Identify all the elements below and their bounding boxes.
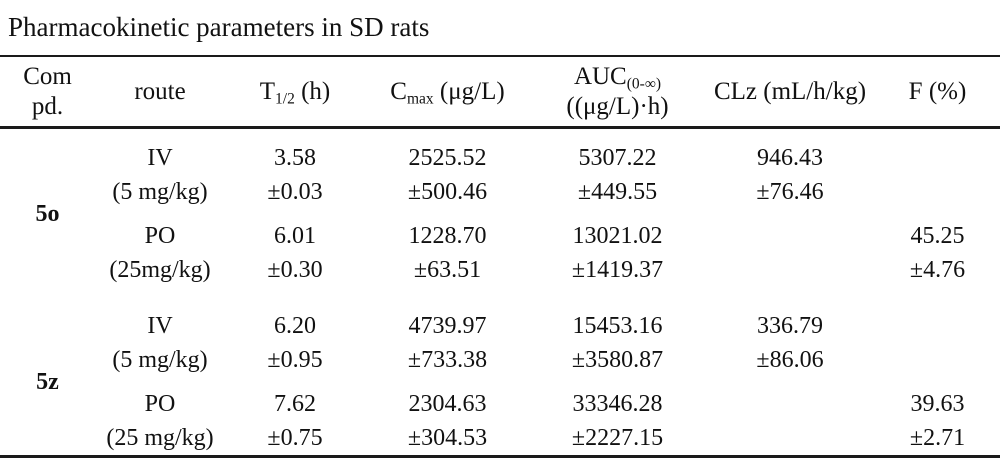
compound-cell: 5z (36, 368, 59, 395)
pharmacokinetics-table: Com pd. route T1/2 (h) Cmax (μg/L) AUC(0… (0, 55, 1000, 458)
auc-value: 13021.02 (572, 222, 663, 249)
dose-cell: (25 mg/kg) (106, 424, 214, 451)
clz-sd (705, 421, 875, 457)
f-value (875, 287, 1000, 343)
t-half-value: 3.58 (274, 144, 316, 171)
auc-sd: ±449.55 (577, 178, 658, 205)
clz-sd: ±76.46 (756, 178, 824, 205)
table-title: Pharmacokinetic parameters in SD rats (8, 12, 430, 42)
table-row: PO 6.01 1228.70 13021.02 45.25 (0, 209, 1000, 253)
header-auc: AUC(0-∞) ((μg/L)·h) (530, 55, 705, 129)
table-row: (25mg/kg) ±0.30 ±63.51 ±1419.37 ±4.76 (0, 253, 1000, 287)
t-half-value: 7.62 (274, 390, 316, 417)
route-cell: PO (144, 390, 176, 417)
cmax-value: 2304.63 (408, 390, 487, 417)
header-t-half-base: T (259, 77, 276, 105)
header-cmax: Cmax (μg/L) (365, 55, 530, 129)
clz-value: 336.79 (757, 312, 823, 339)
header-clz: CLz (mL/h/kg) (705, 55, 875, 129)
clz-value (705, 377, 875, 421)
clz-value: 946.43 (757, 144, 823, 171)
t-half-sd: ±0.30 (267, 256, 323, 283)
header-cmax-sub: max (406, 90, 434, 108)
header-auc-unit: ((μg/L)·h) (566, 92, 669, 120)
table-row: PO 7.62 2304.63 33346.28 39.63 (0, 377, 1000, 421)
f-value: 39.63 (910, 390, 965, 417)
header-compound: Com pd. (0, 55, 95, 129)
header-row: Com pd. route T1/2 (h) Cmax (μg/L) AUC(0… (0, 55, 1000, 129)
clz-sd (705, 253, 875, 287)
table-row: (5 mg/kg) ±0.03 ±500.46 ±449.55 ±76.46 (0, 175, 1000, 209)
auc-sd: ±2227.15 (571, 424, 664, 451)
cmax-sd: ±63.51 (413, 256, 482, 283)
auc-value: 5307.22 (578, 144, 657, 171)
f-sd (875, 175, 1000, 209)
dose-cell: (5 mg/kg) (112, 346, 208, 373)
cmax-value: 4739.97 (408, 312, 487, 339)
t-half-value: 6.01 (274, 222, 316, 249)
dose-cell: (25mg/kg) (109, 256, 211, 283)
table-row: 5z IV 6.20 4739.97 15453.16 336.79 (0, 287, 1000, 395)
auc-value: 33346.28 (572, 390, 663, 417)
header-auc-line1: AUC(0-∞) (530, 62, 705, 92)
t-half-value: 6.20 (274, 312, 316, 339)
table-row: (5 mg/kg) ±0.95 ±733.38 ±3580.87 ±86.06 (0, 343, 1000, 377)
header-auc-sub: (0-∞) (626, 74, 662, 92)
header-compound-line2: pd. (31, 92, 64, 120)
header-t-half-sub: 1/2 (275, 90, 295, 108)
cmax-sd: ±733.38 (407, 346, 488, 373)
header-t-half: T1/2 (h) (225, 55, 365, 129)
header-route: route (95, 55, 225, 129)
cmax-value: 1228.70 (408, 222, 487, 249)
auc-value: 15453.16 (572, 312, 663, 339)
table-row: 5o IV 3.58 2525.52 5307.22 946.43 (0, 128, 1000, 227)
t-half-sd: ±0.03 (267, 178, 323, 205)
auc-sd: ±3580.87 (571, 346, 664, 373)
header-t-half-unit: (h) (294, 77, 331, 105)
header-cmax-base: C (390, 77, 407, 105)
header-f: F (%) (875, 55, 1000, 129)
t-half-sd: ±0.95 (267, 346, 323, 373)
header-compound-line1: Com (23, 62, 72, 90)
route-cell: IV (147, 312, 173, 339)
header-auc-base: AUC (573, 62, 627, 90)
cmax-sd: ±500.46 (407, 178, 488, 205)
f-sd: ±4.76 (909, 256, 966, 283)
f-sd: ±2.71 (909, 424, 966, 451)
header-cmax-unit: (μg/L) (433, 77, 505, 105)
cmax-value: 2525.52 (408, 144, 487, 171)
route-cell: PO (144, 222, 176, 249)
clz-value (705, 209, 875, 253)
auc-sd: ±1419.37 (571, 256, 664, 283)
dose-cell: (5 mg/kg) (112, 178, 208, 205)
f-sd (875, 343, 1000, 377)
t-half-sd: ±0.75 (267, 424, 323, 451)
route-cell: IV (147, 144, 173, 171)
cmax-sd: ±304.53 (407, 424, 488, 451)
table-row: (25 mg/kg) ±0.75 ±304.53 ±2227.15 ±2.71 (0, 421, 1000, 457)
f-value: 45.25 (910, 222, 965, 249)
compound-cell: 5o (35, 200, 60, 227)
f-value (875, 128, 1000, 176)
clz-sd: ±86.06 (756, 346, 824, 373)
